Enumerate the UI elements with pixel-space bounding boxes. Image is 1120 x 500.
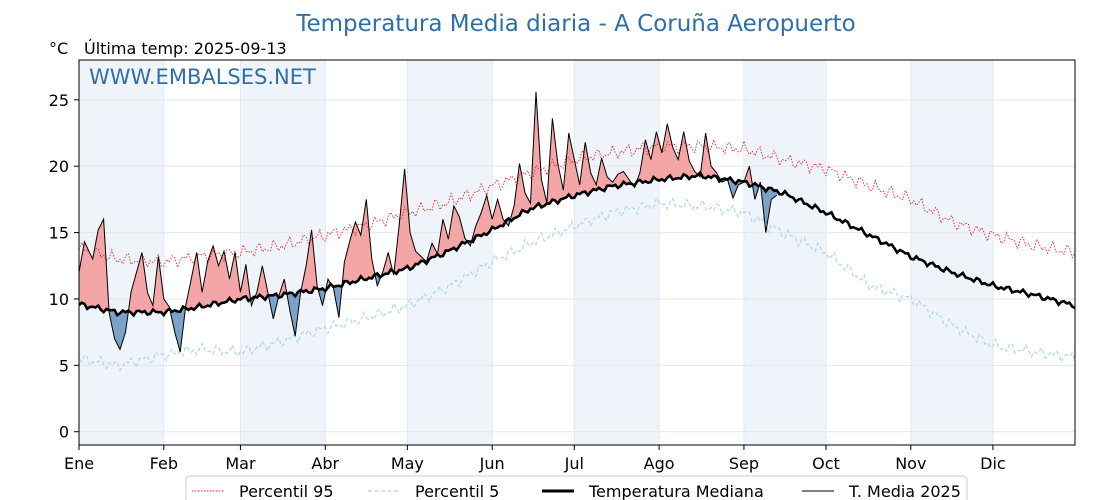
anomaly-fill <box>100 219 104 313</box>
legend-label: T. Media 2025 <box>848 482 961 500</box>
legend-box <box>185 475 968 500</box>
y-tick-label: 0 <box>59 423 69 442</box>
x-tick-label: Jun <box>479 454 505 473</box>
anomaly-fill <box>355 221 359 284</box>
watermark: WWW.EMBALSES.NET <box>89 65 316 89</box>
legend-label: Percentil 95 <box>239 482 334 500</box>
x-tick-label: Feb <box>150 454 178 473</box>
month-band <box>407 60 493 445</box>
x-tick-label: Mar <box>225 454 256 473</box>
anomaly-fill <box>220 251 225 304</box>
chart-title: Temperatura Media diaria - A Coruña Aero… <box>295 11 855 37</box>
series-temperatura-mediana <box>79 170 1075 318</box>
x-tick-label: Sep <box>729 454 759 473</box>
x-tick-label: Oct <box>812 454 840 473</box>
anomaly-fill <box>97 224 102 311</box>
anomaly-fill <box>210 245 214 308</box>
anomaly-fill <box>89 253 93 308</box>
series-t-media-2025 <box>79 91 777 353</box>
x-tick-label: Abr <box>311 454 339 473</box>
series-lines <box>79 91 1075 372</box>
last-temp-label: Última temp: 2025-09-13 <box>84 39 287 58</box>
month-band <box>910 60 993 445</box>
month-band <box>574 60 660 445</box>
series-percentil-95 <box>79 138 1075 269</box>
plot-area: 0 5 10 15 20 25 Ene Feb Mar Abr May Jun Jul Ago Sep Oct… <box>49 59 1076 473</box>
y-tick-label: 5 <box>59 356 69 375</box>
month-band <box>79 60 164 445</box>
month-band <box>743 60 826 445</box>
y-tick-label: 25 <box>49 91 69 110</box>
legend: Percentil 95 Percentil 5 Temperatura Media… <box>185 475 968 500</box>
legend-label: Percentil 5 <box>415 482 499 500</box>
x-tick-label: May <box>391 454 424 473</box>
x-tick-label: Ago <box>644 454 675 473</box>
plot-frame <box>78 59 1076 446</box>
anomaly-fill <box>84 241 88 310</box>
x-tick-label: Ene <box>64 454 94 473</box>
y-tick-label: 10 <box>49 290 69 309</box>
anomaly-fill <box>453 205 457 251</box>
x-tick-label: Nov <box>895 454 926 473</box>
y-tick-label: 20 <box>49 157 69 176</box>
legend-label: Temperatura Mediana <box>588 482 764 500</box>
x-tick-label: Dic <box>980 454 1006 473</box>
unit-label: °C <box>49 39 68 58</box>
anomaly-fill <box>86 247 91 310</box>
y-tick-label: 15 <box>49 224 69 243</box>
x-tick-label: Jul <box>564 454 584 473</box>
anomaly-fill <box>357 228 362 282</box>
